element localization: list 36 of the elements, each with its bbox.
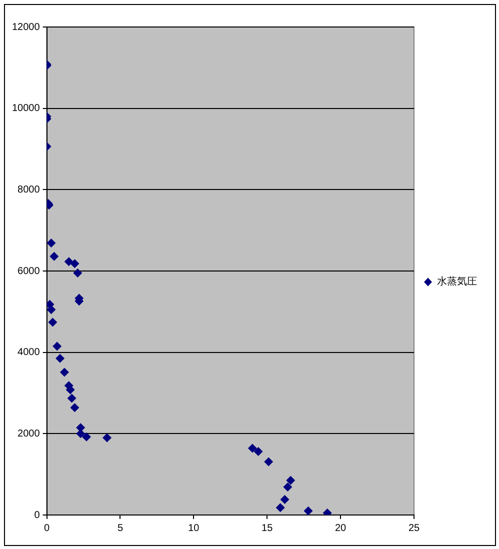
point [46, 238, 56, 248]
y-tick-label: 4000 [18, 347, 40, 358]
point [102, 433, 112, 442]
legend-label: 水蒸気圧 [437, 276, 477, 288]
x-tick-label: 5 [117, 522, 124, 534]
y-tick-label: 6000 [18, 266, 40, 277]
point [52, 342, 62, 351]
point [56, 354, 65, 363]
point [73, 268, 82, 278]
point [82, 432, 91, 442]
point [48, 318, 58, 327]
y-tick-label: 2000 [18, 428, 40, 440]
y-tick-label: 0 [34, 510, 40, 521]
x-tick-label: 15 [262, 522, 274, 534]
point [286, 476, 296, 485]
point [67, 394, 76, 403]
point [264, 457, 274, 466]
point [304, 506, 313, 515]
x-tick-label: 0 [44, 522, 50, 534]
point [276, 503, 285, 512]
point [60, 368, 69, 377]
point [254, 447, 263, 456]
point [283, 482, 292, 492]
y-tick-label: 10000 [12, 103, 40, 114]
x-tick-label: 10 [188, 522, 200, 534]
y-tick-label: 12000 [12, 22, 40, 33]
x-tick-label: 25 [408, 522, 420, 534]
y-tick-label: 8000 [18, 184, 40, 196]
x-tick-label: 20 [335, 522, 347, 534]
point [70, 403, 80, 412]
point [70, 259, 80, 268]
point [50, 252, 59, 261]
point [280, 495, 290, 504]
point [248, 444, 257, 453]
point [46, 305, 56, 314]
point [64, 257, 74, 266]
